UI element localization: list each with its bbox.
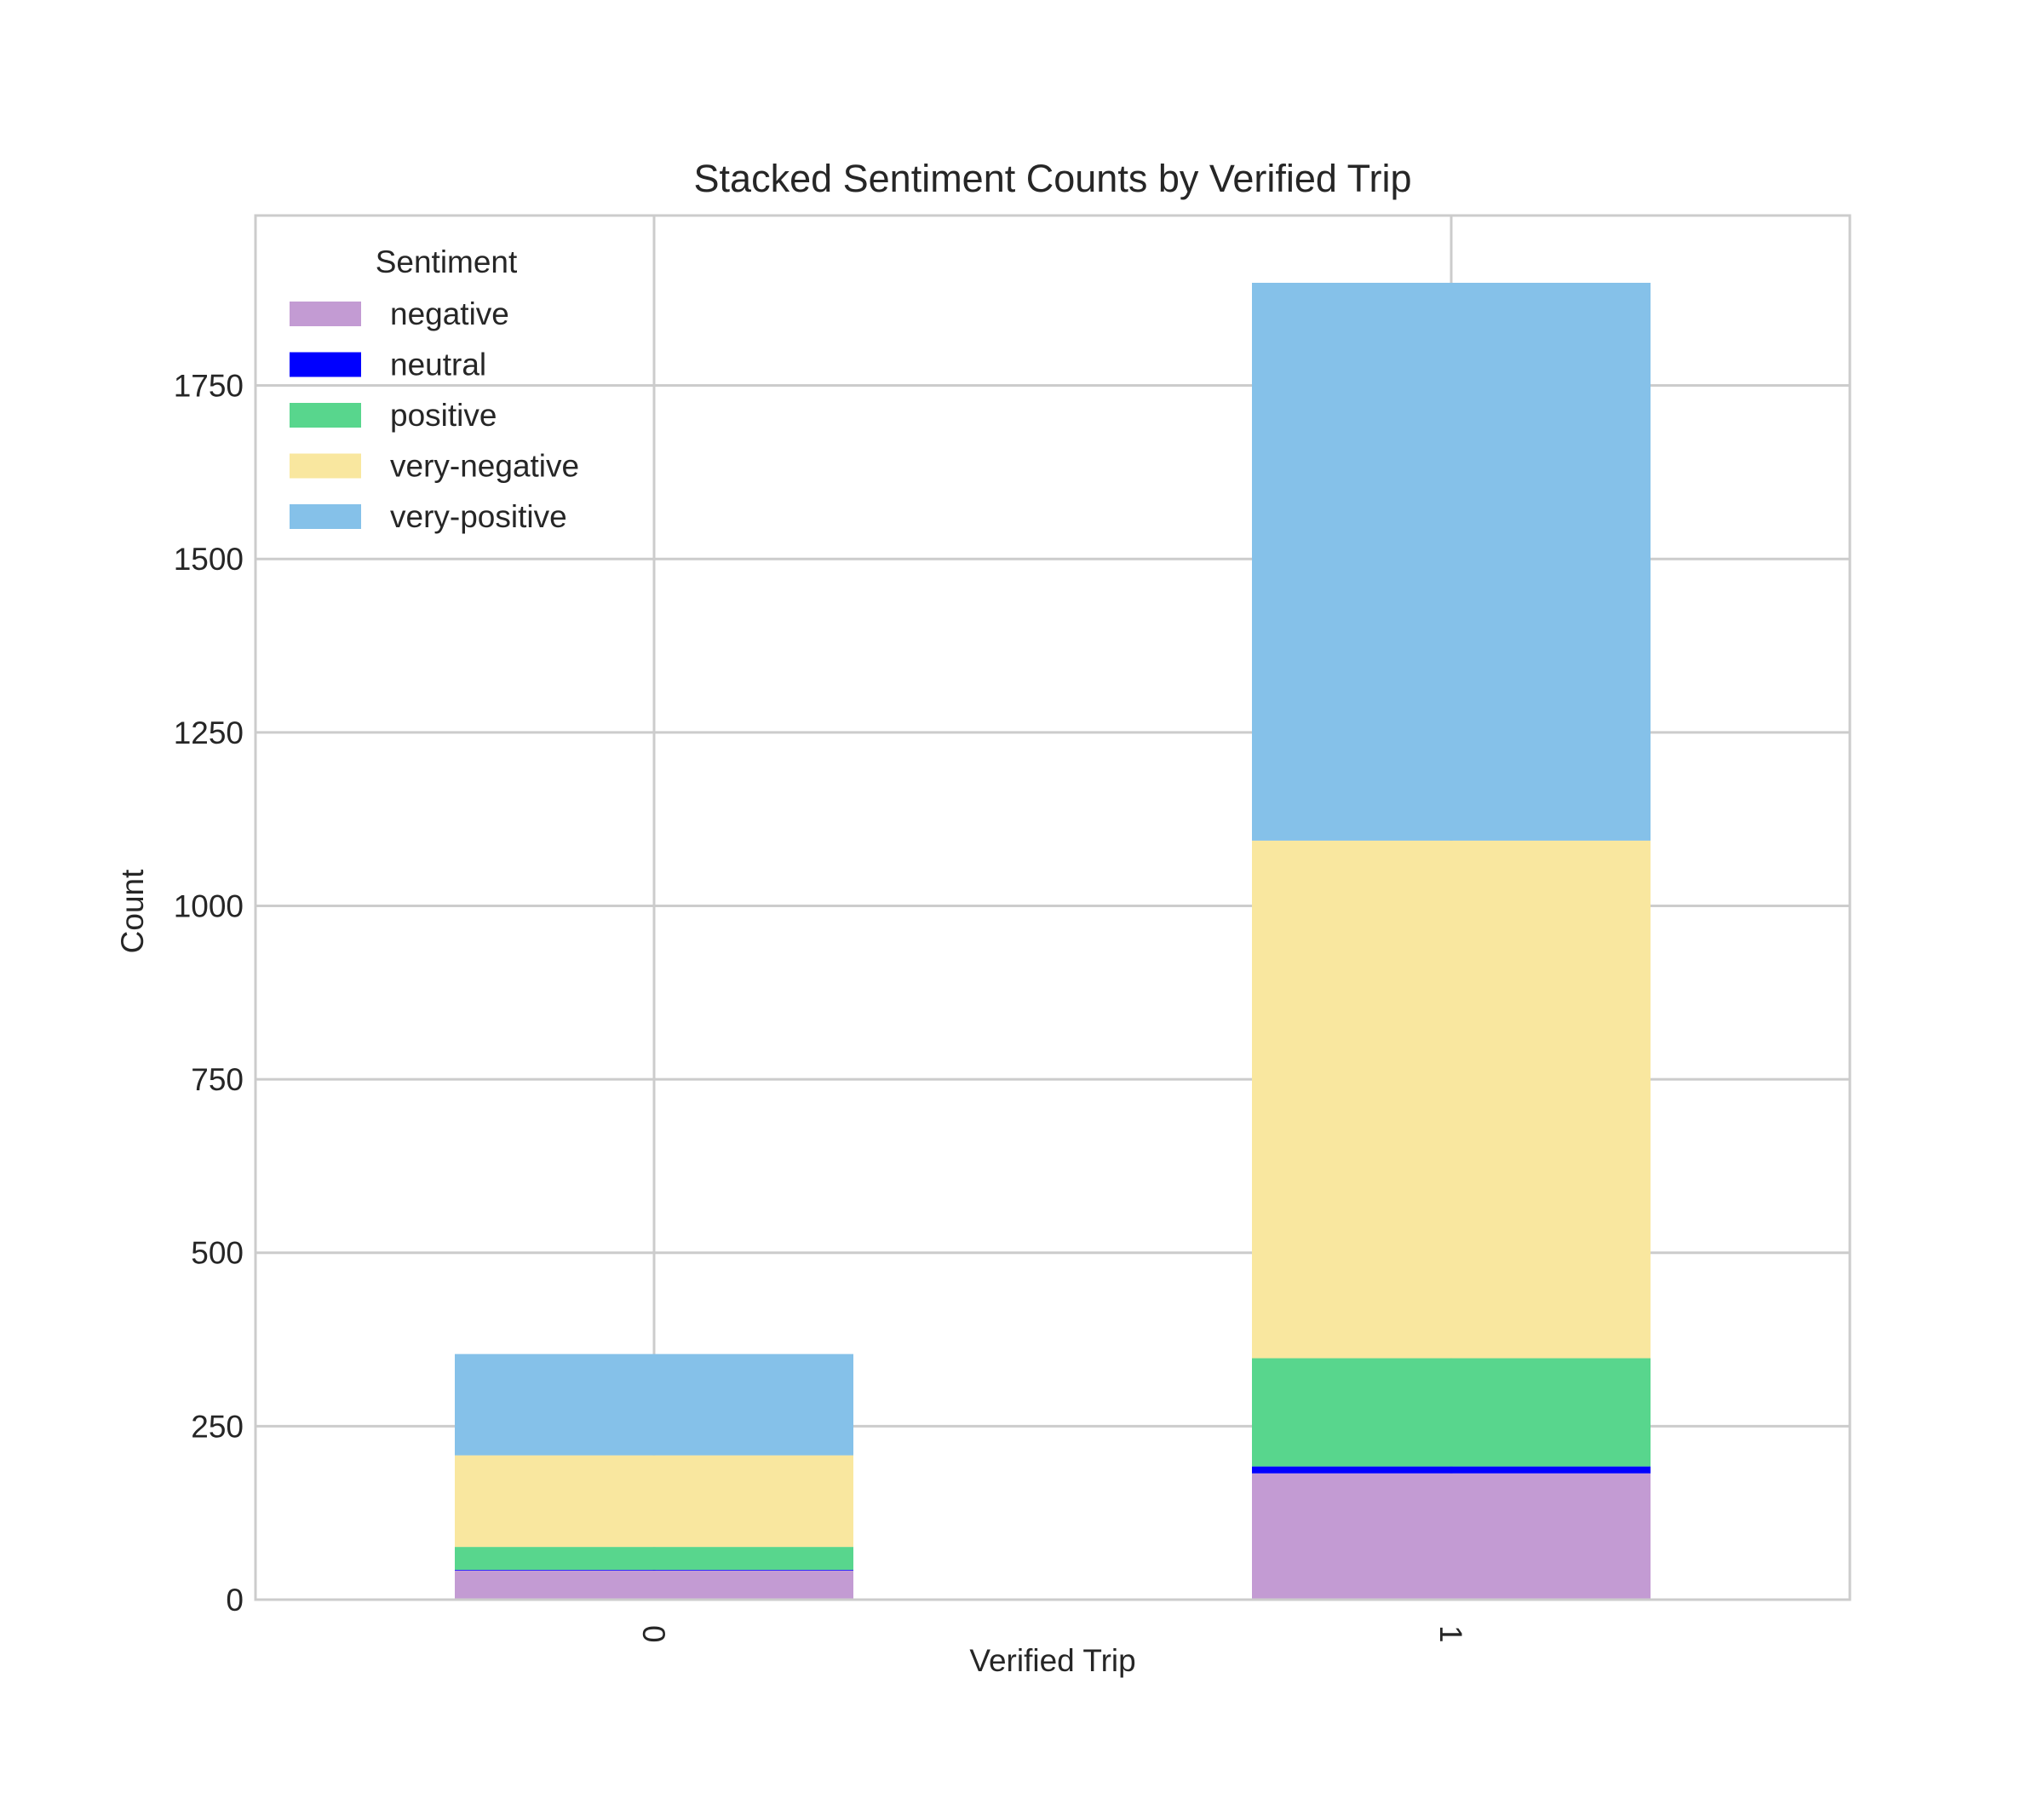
legend-items: negative neutral positive very-negative very… <box>290 296 579 534</box>
legend: Sentiment negative neutral positive very-ne… <box>290 244 579 534</box>
bar-segment-very-negative-0 <box>455 1455 853 1548</box>
y-tick-label: 750 <box>191 1062 244 1097</box>
y-tick-label: 500 <box>191 1236 244 1271</box>
bar-segment-positive-0 <box>455 1547 853 1570</box>
bar-segment-neutral-1 <box>1252 1466 1651 1474</box>
plot-frame <box>254 214 1852 1601</box>
y-tick-label: 1250 <box>174 715 244 750</box>
y-axis-label: Count <box>115 869 150 953</box>
bar-segment-negative-0 <box>455 1570 853 1600</box>
y-tick-label: 250 <box>191 1409 244 1444</box>
bars <box>455 283 1651 1600</box>
bar-segment-neutral-0 <box>455 1569 853 1571</box>
bar-segment-very-positive-1 <box>1252 283 1651 841</box>
legend-swatch <box>290 302 361 326</box>
bar-segment-very-positive-0 <box>455 1353 853 1456</box>
bar-segment-very-negative-1 <box>1252 840 1651 1359</box>
y-tick-label: 1500 <box>174 542 244 577</box>
legend-swatch <box>290 504 361 529</box>
y-tick-label: 0 <box>226 1583 244 1618</box>
legend-label: very-positive <box>390 499 567 534</box>
legend-label: very-negative <box>390 449 579 484</box>
bar-segment-negative-1 <box>1252 1473 1651 1600</box>
legend-label: positive <box>390 398 497 433</box>
legend-swatch <box>290 453 361 479</box>
legend-swatch <box>290 403 361 428</box>
y-tick-label: 1000 <box>174 888 244 923</box>
bar-segment-positive-1 <box>1252 1358 1651 1467</box>
y-tick-label: 1750 <box>174 369 244 404</box>
legend-label: neutral <box>390 348 486 382</box>
x-tick-label: 1 <box>1433 1625 1468 1643</box>
legend-title: Sentiment <box>376 244 518 279</box>
x-axis-label: Verified Trip <box>969 1643 1135 1678</box>
legend-label: negative <box>390 296 509 331</box>
chart-title: Stacked Sentiment Counts by Verified Tri… <box>694 157 1412 200</box>
legend-swatch <box>290 352 361 377</box>
x-tick-label: 0 <box>636 1625 671 1643</box>
y-tick-labels: 0 250 500 750 1000 1250 1500 1750 <box>174 369 244 1618</box>
